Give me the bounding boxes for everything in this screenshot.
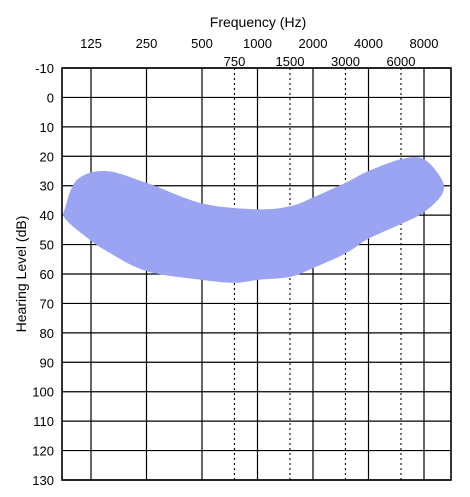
y-tick-label: 80 bbox=[40, 326, 54, 341]
y-tick-label: 0 bbox=[47, 90, 54, 105]
plot-frame bbox=[61, 67, 452, 481]
x-tick-label: 4000 bbox=[354, 36, 383, 51]
y-tick-label: 20 bbox=[40, 149, 54, 164]
x-tick-label-minor: 750 bbox=[224, 54, 246, 69]
y-tick-label: 100 bbox=[32, 385, 54, 400]
y-axis-labels: -10 0 10 20 30 40 50 60 70 80 90 100 110 120 130 bbox=[32, 61, 54, 488]
y-tick-label: 10 bbox=[40, 120, 54, 135]
y-tick-label: -10 bbox=[35, 61, 54, 76]
y-tick-label: 70 bbox=[40, 296, 54, 311]
x-tick-label: 8000 bbox=[410, 36, 439, 51]
x-tick-label-minor: 1500 bbox=[276, 54, 305, 69]
y-tick-label: 110 bbox=[33, 414, 54, 429]
y-tick-label: 50 bbox=[40, 238, 54, 253]
y-tick-label: 30 bbox=[40, 179, 54, 194]
y-tick-label: 130 bbox=[32, 473, 54, 488]
hearing-band bbox=[62, 157, 445, 283]
y-tick-label: 90 bbox=[40, 355, 54, 370]
x-tick-label: 1000 bbox=[243, 36, 272, 51]
y-tick-label: 40 bbox=[40, 208, 54, 223]
x-tick-label: 500 bbox=[191, 36, 213, 51]
x-tick-label-minor: 6000 bbox=[387, 54, 416, 69]
x-tick-label: 125 bbox=[80, 36, 102, 51]
y-axis-title: Hearing Level (dB) bbox=[13, 216, 29, 333]
x-axis-labels: 125 250 500 1000 2000 4000 8000 750 1500 3000 6000 bbox=[80, 36, 438, 69]
y-tick-label: 120 bbox=[32, 444, 54, 459]
x-tick-label-minor: 3000 bbox=[331, 54, 360, 69]
y-tick-label: 60 bbox=[40, 267, 54, 282]
x-tick-label: 2000 bbox=[299, 36, 328, 51]
major-grid bbox=[62, 67, 451, 481]
x-tick-label: 250 bbox=[136, 36, 158, 51]
x-axis-title: Frequency (Hz) bbox=[210, 14, 306, 30]
hearing-band-layer bbox=[62, 157, 445, 283]
